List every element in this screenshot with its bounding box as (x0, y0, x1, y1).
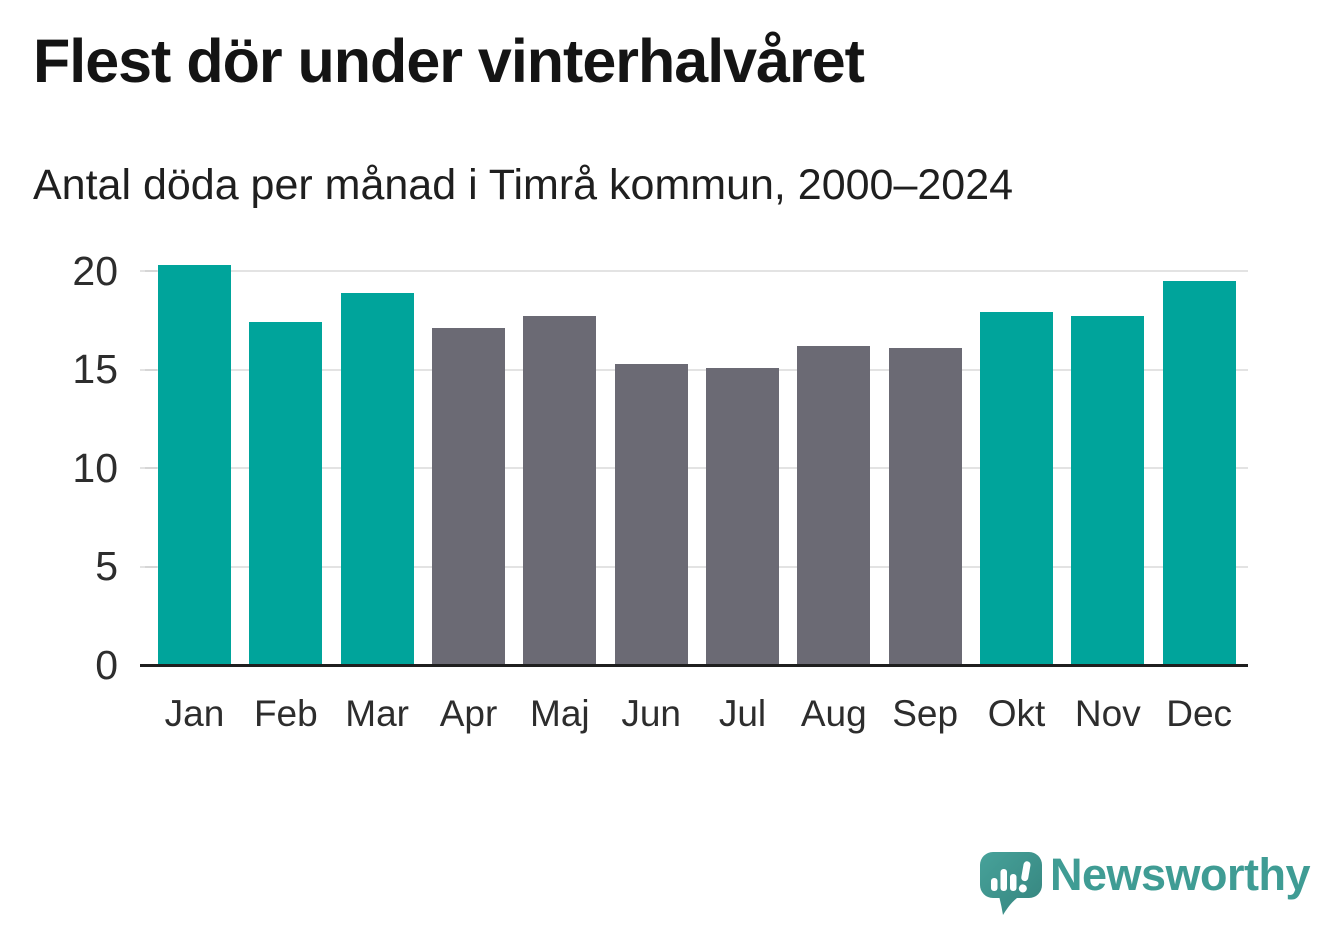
x-axis-label: Aug (800, 693, 867, 734)
bar-apr (431, 328, 505, 665)
bar-aug (797, 345, 871, 665)
x-axis-label: Jul (718, 693, 767, 734)
gridline (140, 565, 1248, 568)
bar-maj (523, 316, 597, 665)
x-axis-label: Dec (1166, 693, 1233, 734)
page-title: Flest dör under vinterhalvåret (33, 27, 865, 95)
bar-jan (158, 265, 231, 665)
x-axis-label: Apr (439, 693, 498, 734)
x-axis-label: Okt (987, 693, 1046, 734)
bar-jul (705, 367, 779, 665)
newsworthy-bubble-chart-icon (980, 852, 1042, 915)
bar-sep (888, 347, 962, 665)
y-axis-label: 5 (95, 543, 118, 589)
gridline (140, 270, 1248, 272)
y-axis-label: 15 (72, 346, 118, 392)
x-axis-label: Nov (1074, 693, 1141, 734)
brand-wordmark: Newsworthy (1050, 849, 1311, 900)
y-axis-label: 10 (72, 444, 118, 491)
bar-mar (340, 292, 414, 665)
x-axis-label: Jan (164, 693, 225, 734)
y-axis-tick (145, 565, 157, 568)
bar-dec (1162, 280, 1236, 665)
y-axis-label: 20 (72, 247, 118, 294)
gridline (140, 467, 1248, 469)
x-axis-label: Mar (345, 693, 410, 734)
chart-subtitle: Antal döda per månad i Timrå kommun, 200… (33, 161, 1014, 209)
x-axis-label: Feb (253, 693, 318, 734)
y-axis-tick (145, 368, 157, 371)
y-axis-label: 0 (95, 641, 118, 688)
bar-feb (249, 322, 323, 665)
x-axis-baseline (140, 664, 1248, 667)
y-axis-tick (145, 270, 157, 272)
bar-jun (614, 363, 688, 665)
bar-okt (979, 312, 1053, 665)
x-axis-label: Maj (530, 693, 590, 734)
x-axis-label: Sep (892, 693, 959, 734)
bar-nov (1071, 316, 1145, 665)
y-axis-tick (145, 467, 157, 469)
gridline (140, 368, 1248, 371)
x-axis-label: Jun (621, 693, 681, 734)
